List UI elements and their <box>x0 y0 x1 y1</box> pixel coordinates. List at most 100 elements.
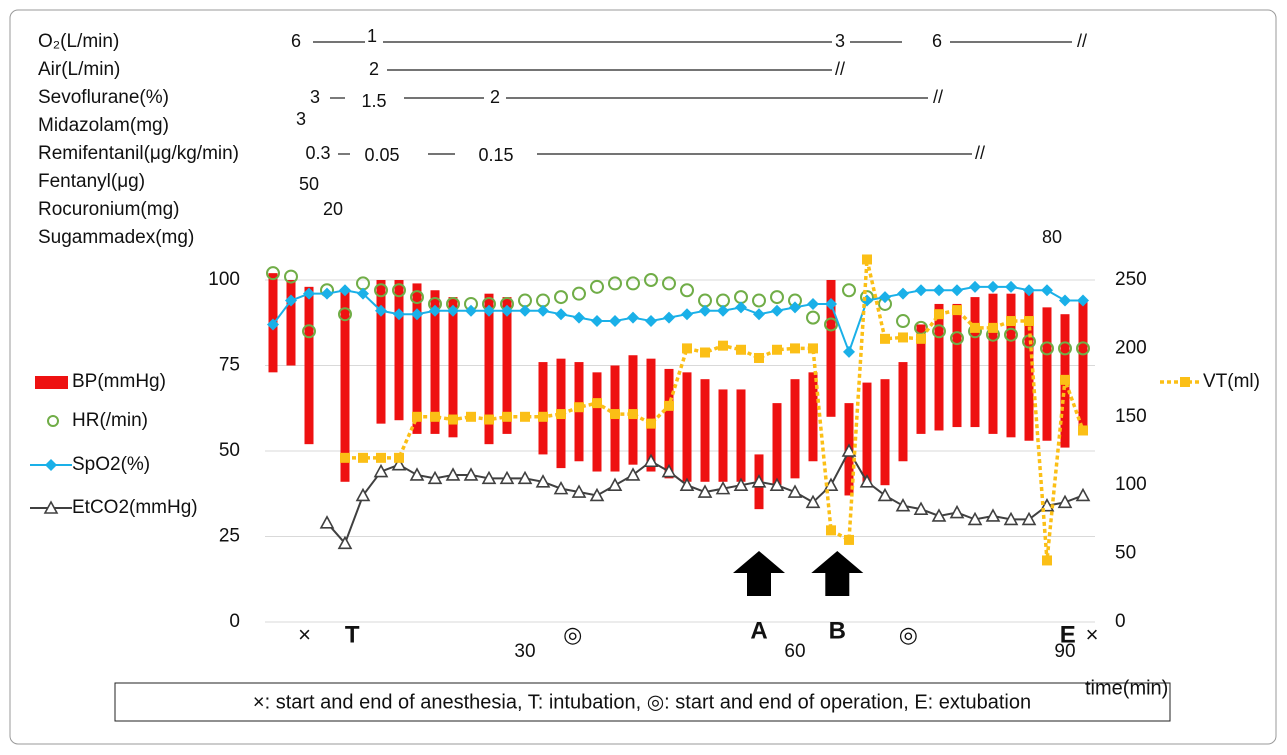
series-point <box>1024 316 1034 327</box>
legend-swatch <box>47 415 59 427</box>
event-label: × <box>1086 622 1099 647</box>
series-point <box>826 525 836 536</box>
series-point <box>1021 511 1037 526</box>
bp-bar <box>898 362 908 462</box>
hr-point <box>680 283 694 298</box>
y2-tick-label: 100 <box>1115 474 1147 495</box>
bp-bar <box>412 283 422 434</box>
y2-tick-label: 50 <box>1115 543 1136 564</box>
series-point <box>445 467 461 481</box>
drug-dose: 2 <box>369 59 379 79</box>
hr-point <box>590 279 604 294</box>
series-point <box>376 452 386 463</box>
series-point <box>717 304 729 317</box>
bp-bar <box>430 290 440 434</box>
bp-bar <box>808 372 818 462</box>
series-point <box>553 480 569 495</box>
series-point <box>625 467 641 481</box>
drug-dose: 3 <box>296 109 306 129</box>
series-point <box>681 308 693 321</box>
series-point <box>609 315 621 328</box>
series-point <box>898 332 908 343</box>
series-point <box>951 284 963 297</box>
bp-bar <box>1042 307 1052 441</box>
event-arrow <box>811 551 864 596</box>
series-point <box>988 322 998 333</box>
series-point <box>517 470 533 485</box>
bp-bar <box>880 379 890 486</box>
hr-point <box>842 283 856 298</box>
series-point <box>844 534 854 545</box>
hr-point <box>662 276 676 291</box>
event-label: T <box>345 621 360 648</box>
hr-point <box>356 276 370 291</box>
drug-dose: 1.5 <box>361 91 386 111</box>
bp-bar <box>718 389 728 482</box>
series-point <box>808 343 818 354</box>
drug-name: Fentanyl(μg) <box>38 171 145 192</box>
y2-tick-label: 150 <box>1115 406 1147 427</box>
bp-bar <box>592 372 602 472</box>
series-point <box>789 301 801 314</box>
legend-label: EtCO2(mmHg) <box>72 497 198 518</box>
drug-dose: 50 <box>299 174 319 194</box>
series-point <box>1059 294 1071 307</box>
series-point <box>916 333 926 344</box>
drug-dose: 0.3 <box>305 143 330 163</box>
bp-bar <box>988 293 998 434</box>
series-point <box>411 308 423 321</box>
series-point <box>843 345 855 358</box>
series-point <box>987 280 999 293</box>
y2-tick-label: 0 <box>1115 611 1126 632</box>
series-point <box>733 477 749 491</box>
bp-bar <box>682 372 692 482</box>
series-point <box>753 308 765 321</box>
series-point <box>628 409 638 420</box>
hr-point <box>518 293 532 308</box>
series-point <box>697 484 713 498</box>
series-point <box>985 508 1001 522</box>
hr-point <box>410 290 424 305</box>
bp-bar <box>916 324 926 434</box>
series-point <box>465 304 477 317</box>
series-point <box>700 347 710 358</box>
series-point <box>877 487 893 502</box>
series-point <box>303 287 315 300</box>
hr-point <box>824 317 838 332</box>
series-point <box>535 474 551 488</box>
series-point <box>430 411 440 422</box>
series-point <box>339 284 351 297</box>
series-line <box>272 285 1083 355</box>
series-point <box>645 315 657 328</box>
bp-bar <box>394 280 404 421</box>
drug-name: Remifentanil(μg/kg/min) <box>38 143 239 164</box>
series-point <box>358 452 368 463</box>
series-point <box>1041 284 1053 297</box>
drug-dose: 0.15 <box>478 145 513 165</box>
series-point <box>357 287 369 300</box>
bp-bar <box>664 368 674 479</box>
legend-label: BP(mmHg) <box>72 371 166 392</box>
legend-swatch <box>45 459 57 471</box>
bp-bar <box>1006 293 1016 438</box>
series-point <box>859 474 875 488</box>
bp-bar <box>340 290 350 482</box>
series-point <box>751 474 767 488</box>
event-label: ◎ <box>563 622 582 647</box>
series-point <box>1077 294 1089 307</box>
series-point <box>646 418 656 429</box>
series-point <box>934 309 944 320</box>
series-point <box>267 318 279 331</box>
series-point <box>466 411 476 422</box>
series-point <box>807 297 819 310</box>
legend-swatch <box>43 500 59 514</box>
bp-bar <box>700 379 710 482</box>
series-point <box>393 308 405 321</box>
bp-bar <box>502 297 512 434</box>
series-point <box>321 287 333 300</box>
series-point <box>771 304 783 317</box>
hr-point <box>626 276 640 291</box>
series-point <box>375 304 387 317</box>
hr-point <box>1040 341 1054 356</box>
hr-point <box>536 293 550 308</box>
